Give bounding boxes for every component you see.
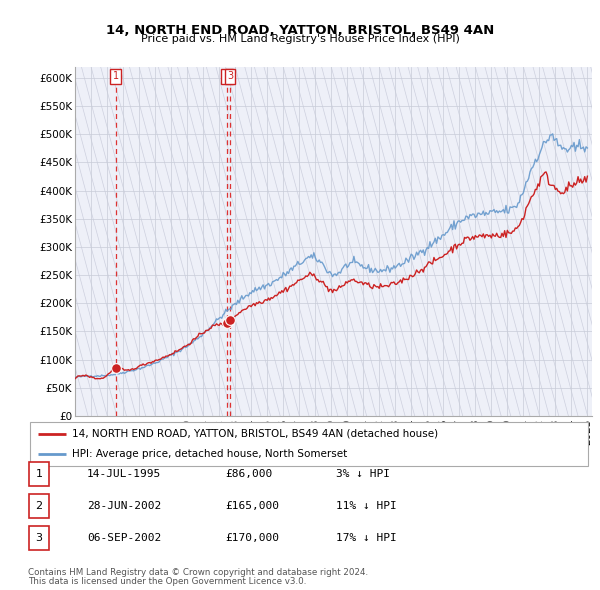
Text: 17% ↓ HPI: 17% ↓ HPI — [336, 533, 397, 543]
FancyBboxPatch shape — [30, 422, 588, 466]
FancyBboxPatch shape — [29, 526, 49, 550]
Text: 3: 3 — [35, 533, 43, 543]
Text: 14-JUL-1995: 14-JUL-1995 — [87, 469, 161, 478]
Text: 2: 2 — [224, 71, 230, 81]
Text: 2: 2 — [35, 502, 43, 511]
Text: 06-SEP-2002: 06-SEP-2002 — [87, 533, 161, 543]
FancyBboxPatch shape — [29, 494, 49, 518]
Text: £170,000: £170,000 — [225, 533, 279, 543]
Text: HPI: Average price, detached house, North Somerset: HPI: Average price, detached house, Nort… — [72, 449, 347, 459]
Text: 1: 1 — [113, 71, 119, 81]
Text: 3: 3 — [227, 71, 233, 81]
Text: 14, NORTH END ROAD, YATTON, BRISTOL, BS49 4AN (detached house): 14, NORTH END ROAD, YATTON, BRISTOL, BS4… — [72, 429, 438, 439]
Text: 1: 1 — [35, 469, 43, 478]
FancyBboxPatch shape — [29, 462, 49, 486]
Text: This data is licensed under the Open Government Licence v3.0.: This data is licensed under the Open Gov… — [28, 577, 307, 586]
Text: Price paid vs. HM Land Registry's House Price Index (HPI): Price paid vs. HM Land Registry's House … — [140, 34, 460, 44]
Text: £86,000: £86,000 — [225, 469, 272, 478]
Text: 28-JUN-2002: 28-JUN-2002 — [87, 502, 161, 511]
Text: 11% ↓ HPI: 11% ↓ HPI — [336, 502, 397, 511]
Text: 3% ↓ HPI: 3% ↓ HPI — [336, 469, 390, 478]
Text: Contains HM Land Registry data © Crown copyright and database right 2024.: Contains HM Land Registry data © Crown c… — [28, 568, 368, 577]
Text: 14, NORTH END ROAD, YATTON, BRISTOL, BS49 4AN: 14, NORTH END ROAD, YATTON, BRISTOL, BS4… — [106, 24, 494, 37]
Text: £165,000: £165,000 — [225, 502, 279, 511]
